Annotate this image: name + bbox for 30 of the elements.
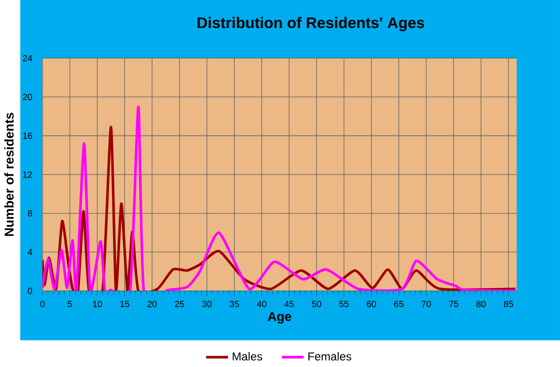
legend-label: Females <box>308 352 352 360</box>
x-tick-label: 60 <box>366 300 376 307</box>
y-tick-label: 4 <box>28 248 32 255</box>
x-tick-label: 25 <box>174 300 184 307</box>
x-tick-label: 75 <box>449 300 458 307</box>
x-tick-label: 0 <box>40 300 45 307</box>
x-tick-label: 65 <box>394 300 404 307</box>
x-tick-label: 20 <box>148 300 157 307</box>
y-axis-title: Number of residents <box>4 112 14 236</box>
chart-title: Distribution of Residents' Ages <box>198 16 424 32</box>
x-tick-label: 50 <box>312 300 322 307</box>
y-tick-label: 16 <box>23 132 32 139</box>
y-tick-label: 0 <box>28 287 32 294</box>
y-tick-label: 12 <box>23 171 32 178</box>
x-tick-label: 10 <box>92 300 102 307</box>
x-tick-label: 5 <box>68 300 72 307</box>
x-tick-label: 70 <box>422 300 431 307</box>
y-tick-label: 8 <box>28 210 32 216</box>
x-tick-label: 35 <box>230 300 239 307</box>
x-tick-label: 85 <box>504 300 514 307</box>
x-tick-label: 45 <box>284 300 294 307</box>
x-tick-label: 55 <box>339 300 349 307</box>
x-axis-title: Age <box>268 312 292 324</box>
y-tick-label: 20 <box>22 94 32 100</box>
y-tick-label: 24 <box>22 54 32 62</box>
legend-label: Males <box>232 352 262 360</box>
x-tick-label: 80 <box>476 300 486 307</box>
x-tick-label: 30 <box>202 300 212 307</box>
x-tick-label: 15 <box>120 300 130 307</box>
x-tick-label: 40 <box>256 300 266 307</box>
